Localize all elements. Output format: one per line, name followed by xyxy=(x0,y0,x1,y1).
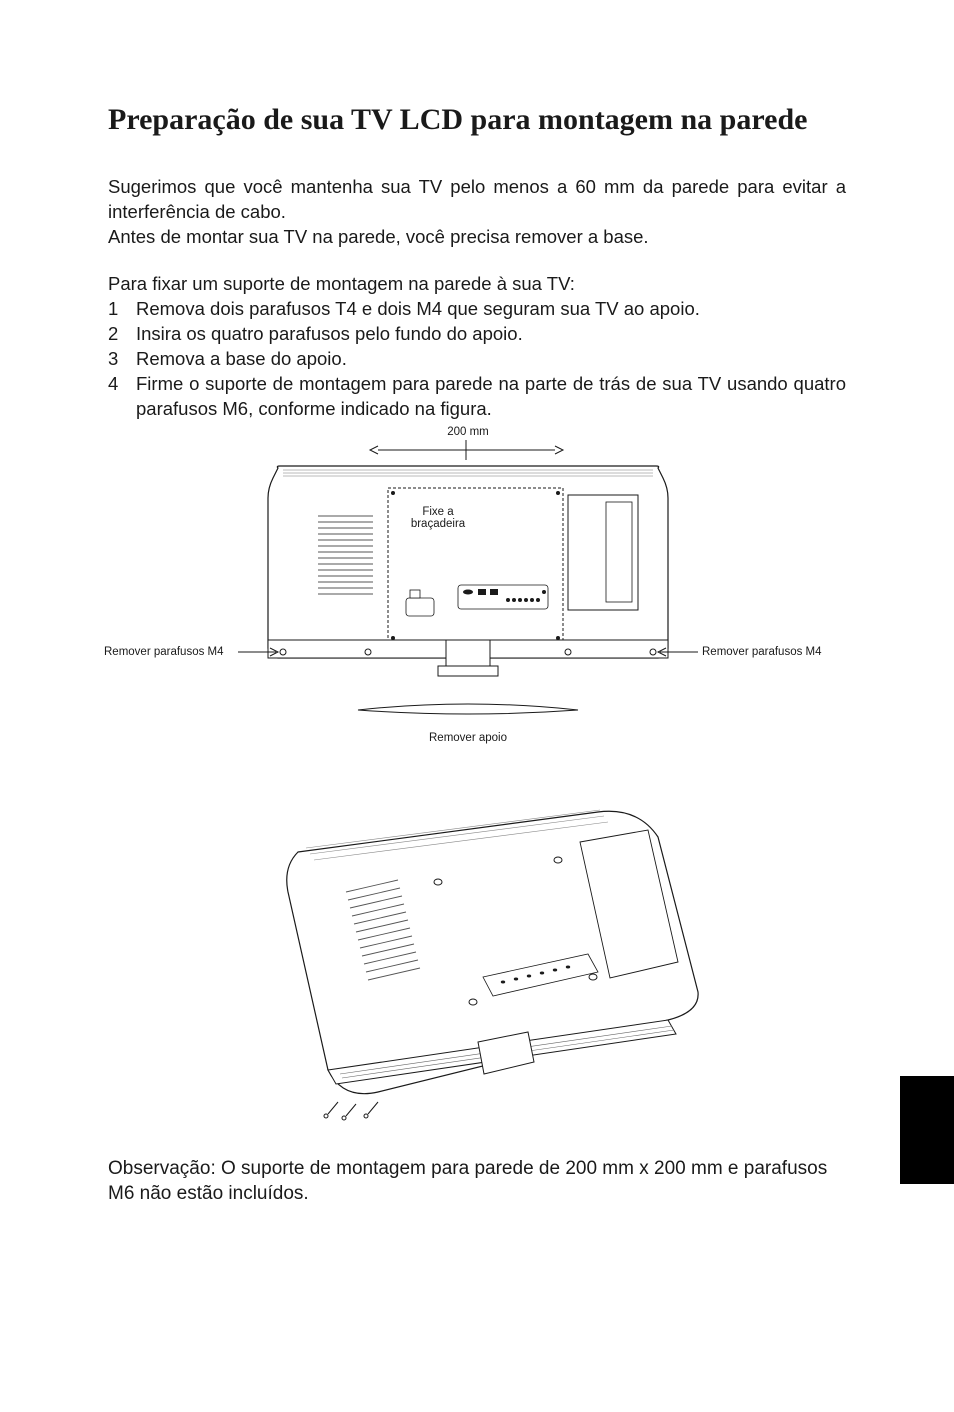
page-title: Preparação de sua TV LCD para montagem n… xyxy=(108,100,846,139)
bracket-label: Fixe a braçadeira xyxy=(408,506,468,531)
list-intro: Para fixar um suporte de montagem na par… xyxy=(108,272,846,297)
step-number: 4 xyxy=(108,372,136,422)
step-number: 1 xyxy=(108,297,136,322)
step-text: Remova a base do apoio. xyxy=(136,347,846,372)
step-number: 2 xyxy=(108,322,136,347)
step-number: 3 xyxy=(108,347,136,372)
tv-perspective-diagram xyxy=(228,782,748,1122)
tv-back-diagram xyxy=(108,440,848,740)
step-text: Remova dois parafusos T4 e dois M4 que s… xyxy=(136,297,846,322)
dimension-label: 200 mm xyxy=(428,426,508,438)
intro-paragraph-2: Antes de montar sua TV na parede, você p… xyxy=(108,225,846,250)
step-row: 3 Remova a base do apoio. xyxy=(108,347,846,372)
intro-paragraph-1: Sugerimos que você mantenha sua TV pelo … xyxy=(108,175,846,225)
screw-label-left: Remover parafusos M4 xyxy=(104,646,224,658)
document-page: Preparação de sua TV LCD para montagem n… xyxy=(0,0,954,1412)
step-text: Firme o suporte de montagem para parede … xyxy=(136,372,846,422)
step-row: 2 Insira os quatro parafusos pelo fundo … xyxy=(108,322,846,347)
step-row: 4 Firme o suporte de montagem para pared… xyxy=(108,372,846,422)
page-side-tab xyxy=(900,1076,954,1184)
step-text: Insira os quatro parafusos pelo fundo do… xyxy=(136,322,846,347)
bracket-label-line2: braçadeira xyxy=(411,518,465,530)
footnote: Observação: O suporte de montagem para p… xyxy=(108,1156,846,1207)
step-row: 1 Remova dois parafusos T4 e dois M4 que… xyxy=(108,297,846,322)
stand-label: Remover apoio xyxy=(408,732,528,744)
screw-label-right: Remover parafusos M4 xyxy=(702,646,822,658)
bracket-label-line1: Fixe a xyxy=(422,506,453,518)
diagram-container: 200 mm xyxy=(108,422,846,1142)
